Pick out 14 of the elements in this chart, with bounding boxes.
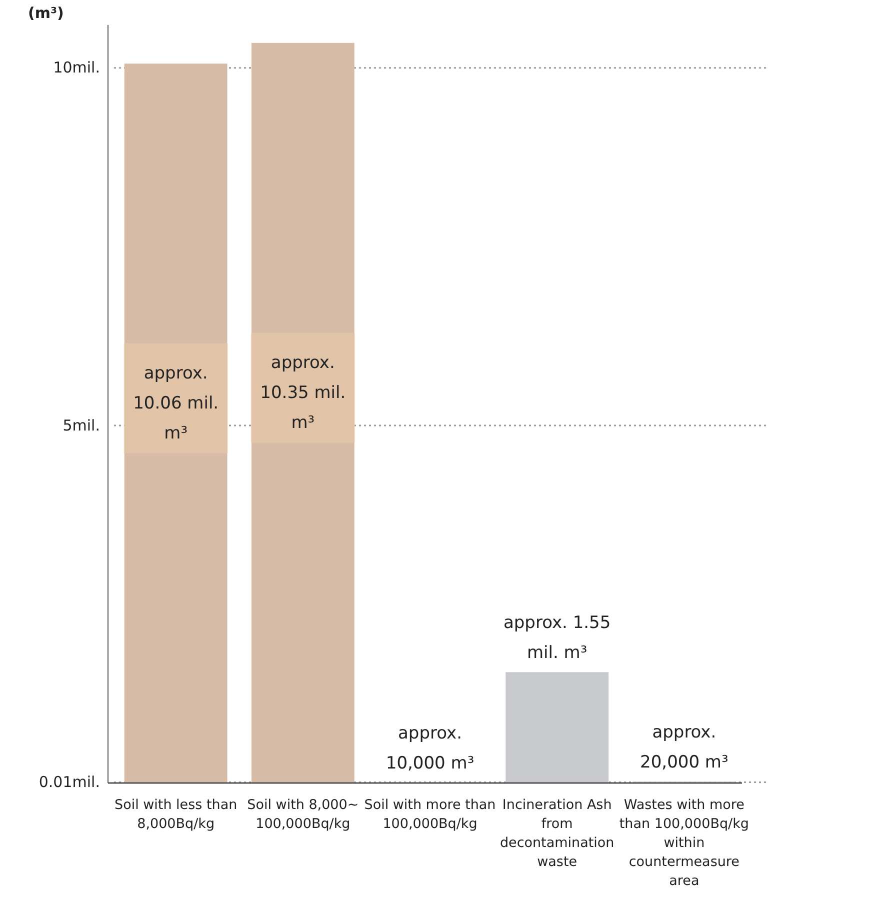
- x-tick-label: Incineration Ash from decontamination waste: [500, 797, 614, 870]
- x-tick-label: Soil with more than 100,000Bq/kg: [364, 797, 496, 832]
- x-tick-label: Wastes with more than 100,000Bq/kg within countermeasure area: [619, 797, 749, 889]
- data-label: approx. 10.06 mil. m³: [133, 363, 219, 444]
- data-label: approx. 10.35 mil. m³: [260, 352, 346, 433]
- y-tick-label: 0.01mil.: [38, 773, 100, 792]
- x-tick-label: Soil with 8,000~ 100,000Bq/kg: [247, 797, 359, 832]
- y-tick-label: 10mil.: [53, 58, 100, 77]
- data-label: approx. 1.55 mil. m³: [503, 613, 611, 664]
- y-tick-label: 5mil.: [62, 416, 100, 434]
- y-axis-title: (m³): [28, 4, 64, 22]
- data-label: approx. 10,000 m³: [386, 723, 474, 774]
- x-tick-label: Soil with less than 8,000Bq/kg: [114, 797, 238, 832]
- data-label: approx. 20,000 m³: [640, 722, 728, 773]
